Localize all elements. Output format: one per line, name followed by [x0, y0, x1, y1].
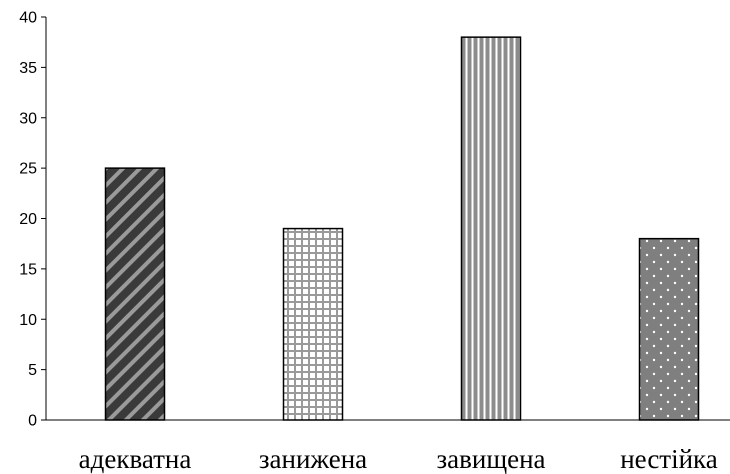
- bar-3: [460, 36, 522, 421]
- x-axis: адекватна занижена завищена нестійка: [46, 419, 730, 474]
- y-tick-label: 40: [19, 10, 37, 27]
- y-axis: 0 5 10 15 20 25 30 35 40: [19, 10, 47, 430]
- x-category-label: занижена: [259, 444, 367, 474]
- y-tick-label: 35: [19, 60, 37, 77]
- y-tick-label: 25: [19, 161, 37, 178]
- y-tick-label: 0: [28, 413, 37, 430]
- bars: [104, 36, 700, 421]
- y-tick-label: 20: [19, 211, 37, 228]
- bar-1: [104, 167, 166, 421]
- y-tick-label: 30: [19, 110, 37, 127]
- y-tick-label: 15: [19, 261, 37, 278]
- x-category-label: нестійка: [620, 444, 718, 474]
- bar-4: [638, 237, 700, 421]
- x-category-label: адекватна: [79, 444, 192, 474]
- y-tick-label: 10: [19, 312, 37, 329]
- bar-2: [282, 227, 344, 421]
- x-category-label: завищена: [436, 444, 545, 474]
- y-tick-label: 5: [28, 362, 37, 379]
